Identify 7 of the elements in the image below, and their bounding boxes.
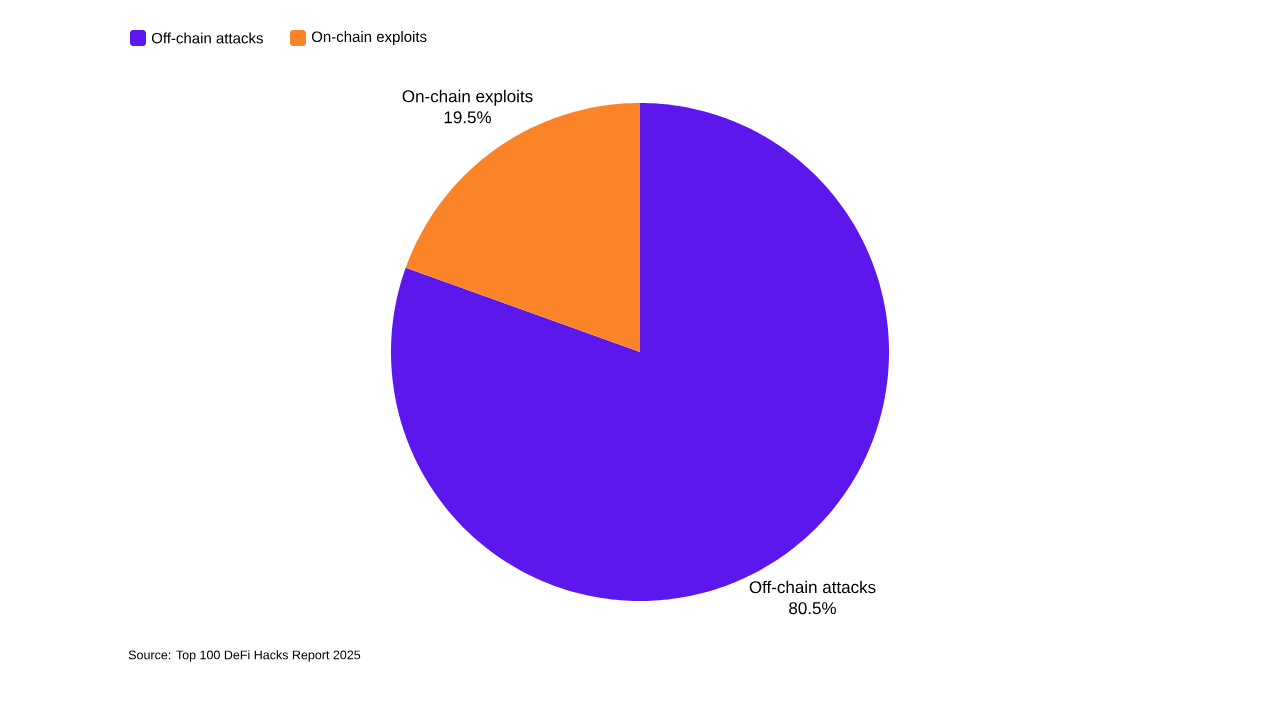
source-note: Source: Top 100 DeFi Hacks Report 2025 bbox=[128, 650, 361, 662]
legend-label: Off-chain attacks bbox=[151, 32, 263, 44]
slice-label: On-chain exploits bbox=[402, 89, 533, 106]
data-label: 19.5% bbox=[444, 111, 491, 124]
legend-label: On-chain exploits bbox=[311, 31, 427, 45]
data-label: 80.5% bbox=[789, 602, 836, 615]
slice-label: Off-chain attacks bbox=[749, 580, 876, 594]
